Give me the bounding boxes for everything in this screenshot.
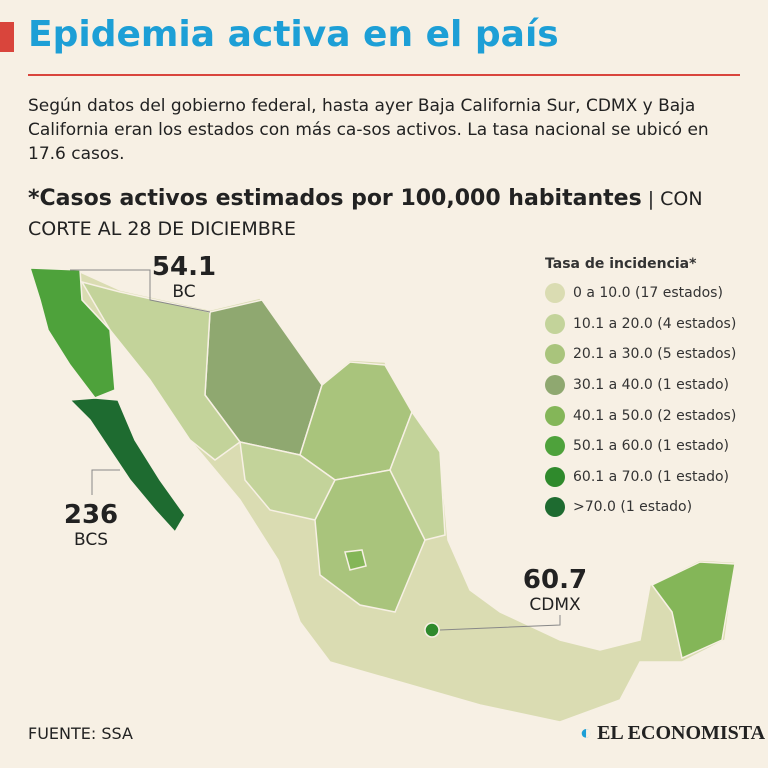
subtitle: *Casos activos estimados por 100,000 hab… — [28, 184, 748, 244]
callout: 54.1 BC — [148, 252, 220, 302]
legend-swatch — [545, 375, 565, 396]
cdmx — [424, 622, 440, 638]
legend-item: 50.1 a 60.0 (1 estado) — [545, 431, 736, 462]
callout-line — [70, 269, 211, 313]
title: Epidemia activa en el país — [28, 14, 559, 55]
brand-logo: ◐ — [580, 722, 593, 744]
brand: ◐ EL ECONOMISTA — [580, 722, 765, 745]
callout: 60.7 CDMX — [515, 565, 595, 615]
legend-swatch — [545, 283, 565, 304]
subtitle-note: | CON CORTE AL 28 DE DICIEMBRE — [28, 188, 703, 240]
legend-label: 20.1 a 30.0 (5 estados) — [573, 346, 737, 363]
callout-line — [91, 469, 120, 495]
legend-swatch — [545, 313, 565, 334]
subtitle-main: *Casos activos estimados por 100,000 hab… — [28, 186, 642, 211]
callout-label: BCS — [73, 530, 109, 550]
nuevo-leon — [389, 410, 446, 541]
callout-label: CDMX — [529, 595, 581, 615]
yucatan — [650, 561, 736, 660]
legend-item: 20.1 a 30.0 (5 estados) — [545, 339, 736, 370]
legend-items: 0 a 10.0 (17 estados) 10.1 a 20.0 (4 esta… — [545, 278, 736, 523]
legend-label: 60.1 a 70.0 (1 estado) — [573, 468, 729, 485]
legend-label: 50.1 a 60.0 (1 estado) — [573, 438, 729, 455]
legend-item: 60.1 a 70.0 (1 estado) — [545, 462, 736, 493]
title-rule — [28, 74, 740, 76]
legend-swatch — [545, 436, 565, 457]
legend-swatch — [545, 405, 565, 426]
legend-item: 40.1 a 50.0 (2 estados) — [545, 400, 736, 431]
legend-label: 10.1 a 20.0 (4 estados) — [573, 315, 737, 332]
small-state — [344, 549, 367, 571]
source: FUENTE: SSA — [28, 724, 133, 743]
legend-title: Tasa de incidencia* — [545, 256, 697, 272]
legend-label: >70.0 (1 estado) — [573, 499, 693, 516]
callout-value: 236 — [63, 500, 119, 530]
callout-value: 60.7 — [522, 565, 588, 595]
callout-line — [439, 615, 561, 631]
callout: 236 BCS — [55, 500, 127, 550]
legend-item: 30.1 a 40.0 (1 estado) — [545, 370, 736, 401]
bcs — [68, 397, 186, 534]
legend-item: 0 a 10.0 (17 estados) — [545, 278, 736, 309]
legend-item: 10.1 a 20.0 (4 estados) — [545, 309, 736, 340]
bc — [28, 267, 116, 399]
sonora — [80, 280, 242, 461]
legend-item: >70.0 (1 estado) — [545, 492, 736, 523]
legend-swatch — [545, 344, 565, 365]
legend-label: 0 a 10.0 (17 estados) — [573, 285, 723, 302]
legend-swatch — [545, 466, 565, 487]
legend-label: 30.1 a 40.0 (1 estado) — [573, 377, 729, 394]
callout-value: 54.1 — [151, 252, 217, 282]
legend-label: 40.1 a 50.0 (2 estados) — [573, 407, 737, 424]
legend: Tasa de incidencia* 0 a 10.0 (17 estados… — [545, 256, 736, 523]
callout-label: BC — [172, 282, 196, 302]
title-accent — [0, 22, 14, 52]
brand-name: EL ECONOMISTA — [597, 722, 766, 744]
legend-swatch — [545, 497, 565, 518]
intro-text: Según datos del gobierno federal, hasta … — [28, 96, 709, 164]
